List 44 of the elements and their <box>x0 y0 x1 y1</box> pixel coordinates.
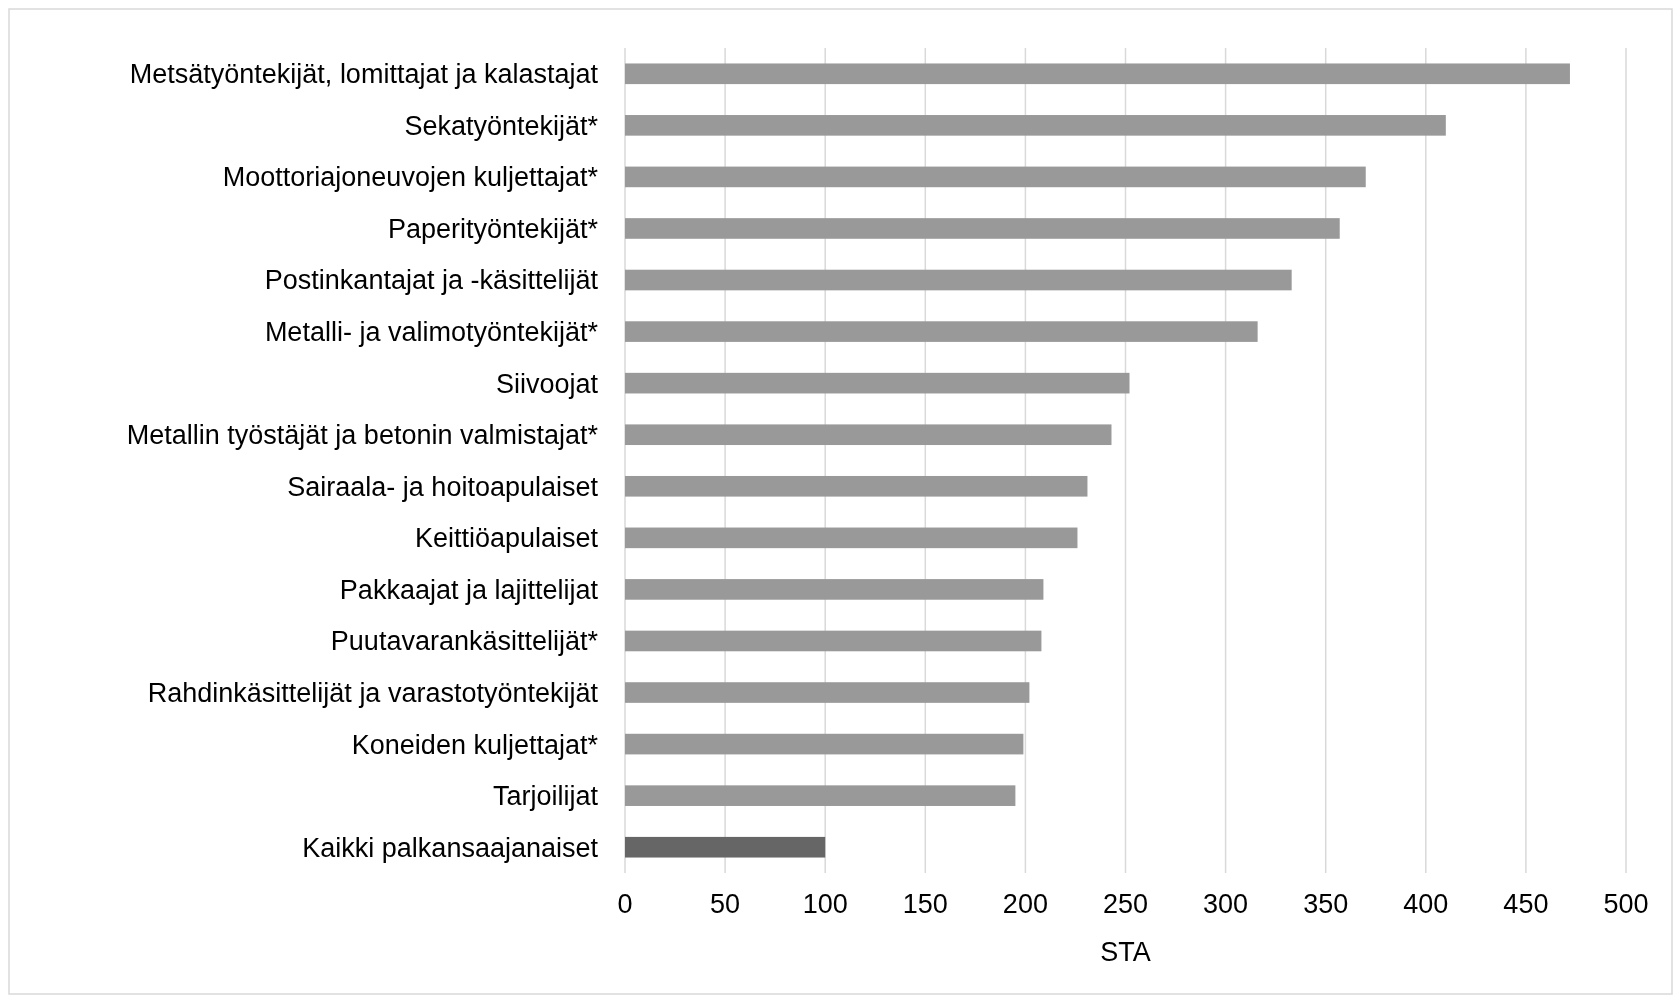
bar <box>625 321 1258 342</box>
y-tick-label: Puutavarankäsittelijät* <box>330 626 599 657</box>
y-tick-label: Siivoojat <box>495 368 599 399</box>
x-tick-label: 100 <box>802 889 848 919</box>
y-tick-label: Rahdinkäsittelijät ja varastotyöntekijät <box>147 677 599 708</box>
x-tick-label: 0 <box>617 889 633 919</box>
y-tick-label: Keittiöapulaiset <box>414 523 599 554</box>
bar <box>625 579 1044 600</box>
bar <box>625 63 1570 85</box>
x-tick-label: 500 <box>1603 889 1649 919</box>
x-tick-label: 400 <box>1403 889 1449 919</box>
x-tick-label: 450 <box>1503 889 1549 919</box>
y-tick-label: Paperityöntekijät* <box>387 213 599 244</box>
bar <box>625 372 1130 394</box>
y-tick-label: Metallin työstäjät ja betonin valmistajat* <box>126 420 599 451</box>
y-tick-label: Sekatyöntekijät* <box>404 110 599 141</box>
bar <box>625 733 1024 755</box>
bar <box>625 785 1016 806</box>
y-tick-label: Kaikki palkansaajanaiset <box>302 832 599 863</box>
y-tick-label: Pakkaajat ja lajittelijat <box>339 574 599 605</box>
x-tick-label: 250 <box>1102 889 1149 919</box>
bar <box>625 527 1078 549</box>
bar <box>625 115 1446 136</box>
x-tick-label: 300 <box>1203 889 1249 919</box>
y-tick-label: Postinkantajat ja -käsittelijät <box>264 265 599 296</box>
y-tick-label: Sairaala- ja hoitoapulaiset <box>287 471 599 502</box>
x-tick-label: 150 <box>902 889 948 919</box>
bar <box>625 836 826 858</box>
y-tick-label: Metalli- ja valimotyöntekijät* <box>264 317 599 348</box>
bar <box>625 269 1292 291</box>
bar <box>625 424 1112 446</box>
bar <box>625 218 1340 239</box>
x-axis-title: STA <box>1100 937 1151 967</box>
x-tick-label: 200 <box>1002 889 1048 919</box>
bar <box>625 630 1042 652</box>
bar <box>625 475 1088 497</box>
x-tick-label: 50 <box>710 889 741 919</box>
y-tick-label: Koneiden kuljettajat* <box>351 729 599 760</box>
bar <box>625 166 1366 188</box>
y-tick-label: Moottoriajoneuvojen kuljettajat* <box>222 162 599 193</box>
x-tick-label: 350 <box>1303 889 1349 919</box>
y-tick-label: Metsätyöntekijät, lomittajat ja kalastajat <box>129 59 599 90</box>
bar <box>625 682 1030 703</box>
y-tick-label: Tarjoilijat <box>492 781 599 812</box>
